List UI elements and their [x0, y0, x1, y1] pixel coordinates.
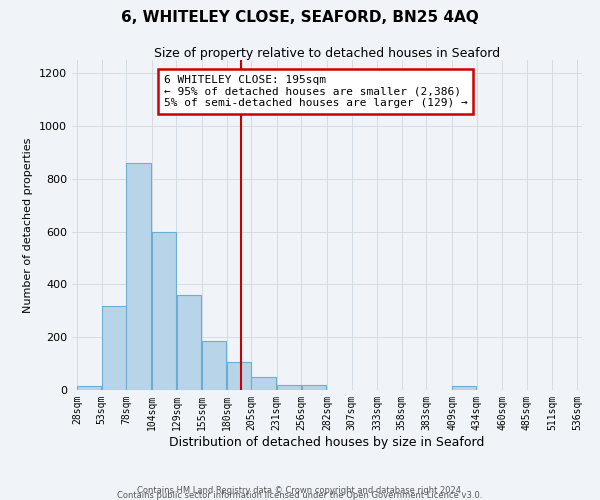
X-axis label: Distribution of detached houses by size in Seaford: Distribution of detached houses by size … — [169, 436, 485, 448]
Text: 6, WHITELEY CLOSE, SEAFORD, BN25 4AQ: 6, WHITELEY CLOSE, SEAFORD, BN25 4AQ — [121, 10, 479, 25]
Bar — [227, 362, 251, 390]
Bar — [277, 384, 301, 390]
Text: Contains public sector information licensed under the Open Government Licence v3: Contains public sector information licen… — [118, 491, 482, 500]
Bar — [302, 385, 326, 390]
Bar — [452, 386, 476, 390]
Bar — [176, 295, 201, 390]
Bar — [127, 163, 151, 390]
Text: 6 WHITELEY CLOSE: 195sqm
← 95% of detached houses are smaller (2,386)
5% of semi: 6 WHITELEY CLOSE: 195sqm ← 95% of detach… — [164, 75, 467, 108]
Bar — [77, 386, 101, 390]
Bar — [152, 232, 176, 390]
Title: Size of property relative to detached houses in Seaford: Size of property relative to detached ho… — [154, 47, 500, 60]
Bar — [202, 341, 226, 390]
Bar — [102, 306, 126, 390]
Bar — [251, 378, 275, 390]
Text: Contains HM Land Registry data © Crown copyright and database right 2024.: Contains HM Land Registry data © Crown c… — [137, 486, 463, 495]
Y-axis label: Number of detached properties: Number of detached properties — [23, 138, 34, 312]
